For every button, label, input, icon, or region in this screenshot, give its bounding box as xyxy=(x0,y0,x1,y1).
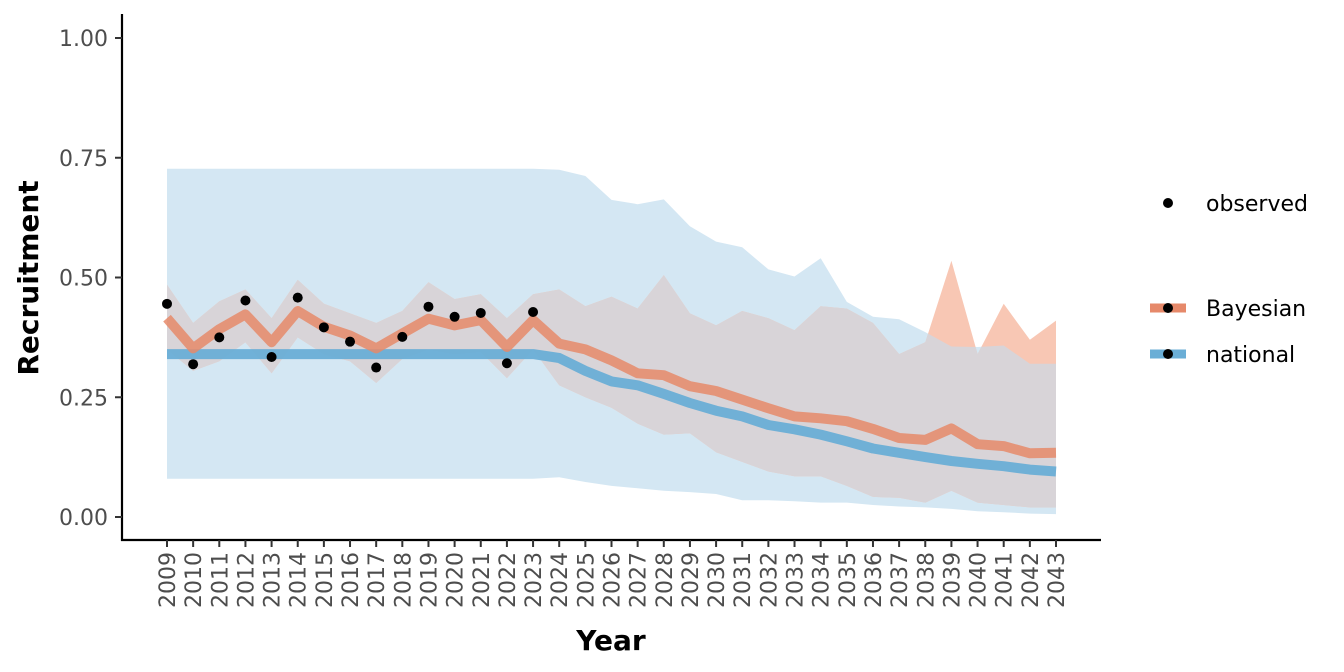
x-tick-label: 2020 xyxy=(444,552,469,608)
x-tick-label: 2019 xyxy=(417,552,442,608)
legend-label: observed xyxy=(1206,192,1308,217)
x-tick-label: 2031 xyxy=(731,552,756,608)
x-tick-label: 2042 xyxy=(1019,552,1044,608)
y-tick-label: 0.25 xyxy=(59,386,108,411)
x-tick-label: 2029 xyxy=(679,552,704,608)
y-tick-label: 0.00 xyxy=(59,506,108,531)
x-tick-label: 2025 xyxy=(574,552,599,608)
legend-key-point xyxy=(1163,198,1173,208)
observed-point xyxy=(240,295,251,306)
series-lines xyxy=(163,306,1057,477)
x-tick-label: 2017 xyxy=(365,552,390,608)
y-axis-ticks: 0.00 0.25 0.50 0.75 1.00 xyxy=(59,27,122,531)
observed-point xyxy=(397,331,408,342)
observed-point xyxy=(475,307,486,318)
x-tick-label: 2024 xyxy=(548,552,573,608)
y-tick-label: 1.00 xyxy=(59,27,108,52)
x-tick-label: 2009 xyxy=(156,552,181,608)
x-tick-label: 2026 xyxy=(601,552,626,608)
uncertainty-bands xyxy=(167,168,1056,515)
x-tick-label: 2033 xyxy=(784,552,809,608)
x-axis-title: Year xyxy=(575,624,646,657)
x-tick-label: 2037 xyxy=(888,552,913,608)
y-axis-title: Recruitment xyxy=(12,180,45,375)
observed-point xyxy=(345,336,356,347)
observed-point xyxy=(162,298,172,309)
legend: observed Bayesian national xyxy=(1150,192,1308,368)
x-tick-label: 2027 xyxy=(627,552,652,608)
x-tick-label: 2016 xyxy=(339,552,364,608)
observed-point xyxy=(214,332,225,343)
x-tick-label: 2010 xyxy=(182,552,207,608)
bayesian-line xyxy=(163,306,1057,459)
y-tick-label: 0.75 xyxy=(59,147,108,172)
x-tick-label: 2035 xyxy=(836,552,861,608)
legend-label: national xyxy=(1206,343,1295,368)
x-tick-label: 2023 xyxy=(522,552,547,608)
observed-point xyxy=(371,362,382,373)
x-tick-label: 2030 xyxy=(705,552,730,608)
x-tick-label: 2021 xyxy=(470,552,495,608)
legend-label: Bayesian xyxy=(1206,297,1306,322)
national-line xyxy=(167,349,1057,477)
observed-points xyxy=(162,292,539,373)
x-tick-label: 2041 xyxy=(993,552,1018,608)
observed-point xyxy=(449,311,460,322)
x-tick-label: 2028 xyxy=(653,552,678,608)
observed-point xyxy=(423,301,434,312)
observed-point xyxy=(266,352,277,363)
observed-point xyxy=(292,292,303,303)
x-tick-label: 2034 xyxy=(810,552,835,608)
x-tick-label: 2040 xyxy=(967,552,992,608)
observed-point xyxy=(188,359,199,370)
x-tick-label: 2039 xyxy=(940,552,965,608)
x-tick-label: 2043 xyxy=(1045,552,1070,608)
y-tick-label: 0.50 xyxy=(59,267,108,292)
observed-point xyxy=(501,358,512,369)
x-tick-label: 2015 xyxy=(313,552,338,608)
legend-key-point xyxy=(1163,349,1173,359)
x-tick-label: 2022 xyxy=(496,552,521,608)
x-tick-label: 2018 xyxy=(391,552,416,608)
x-tick-label: 2012 xyxy=(234,552,259,608)
x-tick-label: 2013 xyxy=(261,552,286,608)
observed-point xyxy=(318,322,329,333)
observed-point xyxy=(528,306,539,317)
x-tick-label: 2036 xyxy=(862,552,887,608)
x-tick-label: 2011 xyxy=(208,552,233,608)
x-tick-label: 2014 xyxy=(287,552,312,608)
x-tick-label: 2032 xyxy=(757,552,782,608)
x-axis-ticks: 2009 2010 2011 2012 2013 2014 2015 2016 2017 2018… xyxy=(156,540,1070,608)
x-tick-label: 2038 xyxy=(914,552,939,608)
legend-key-point xyxy=(1163,303,1173,313)
